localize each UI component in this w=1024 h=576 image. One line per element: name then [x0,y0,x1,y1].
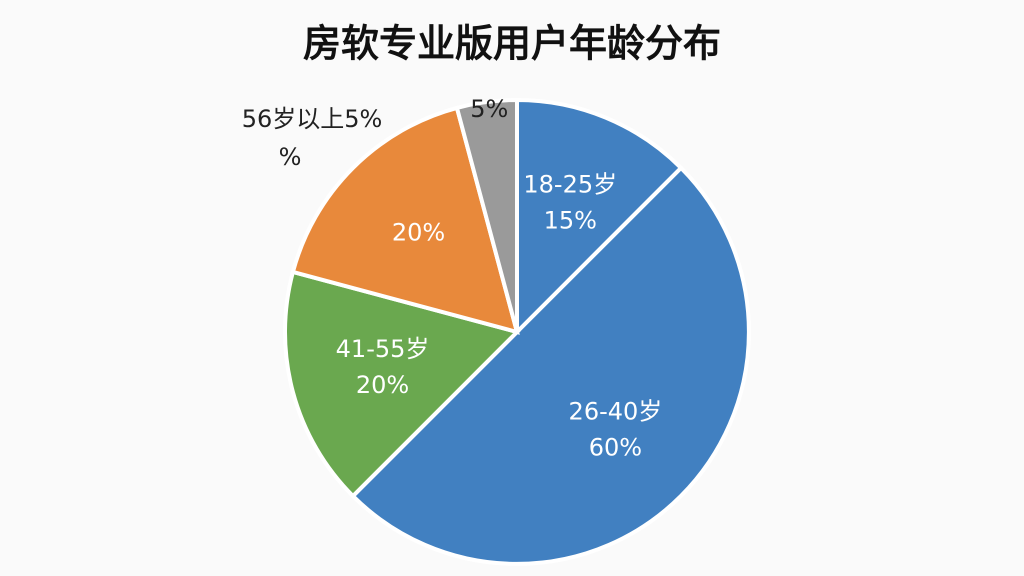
value-label: 5% [470,95,508,123]
chart-title: 房软专业版用户年龄分布 [303,22,721,66]
value-label: 20% [392,219,445,247]
pie-slice [283,269,521,499]
value-label: 60% [589,433,642,461]
pie-slice [515,97,684,337]
annotation: % [279,143,302,171]
value-label: 15% [544,206,597,234]
pie-slice [290,105,520,335]
pie-slice [350,165,751,566]
category-label: 26-40岁 [569,397,663,425]
value-label: 20% [356,371,409,399]
category-label: 18-25岁 [523,170,617,198]
category-label: 41-55岁 [336,335,430,363]
pie-slice [454,97,519,333]
category-label: 56岁以上5% [242,105,383,133]
